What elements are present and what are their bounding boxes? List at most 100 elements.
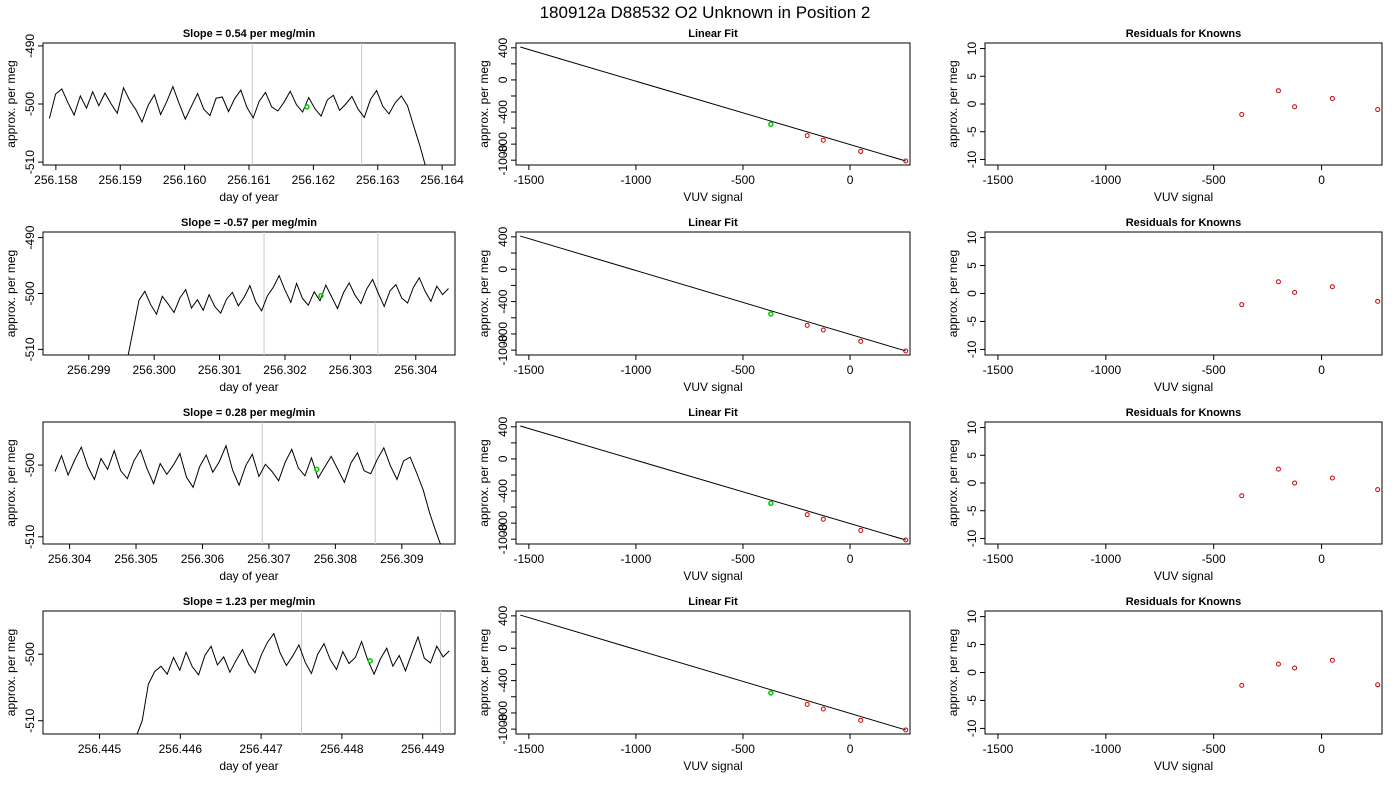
y-tick-label: -400 — [496, 479, 510, 503]
x-axis-label: day of year — [219, 380, 278, 394]
panel-title: Linear Fit — [688, 28, 738, 40]
series-line — [136, 632, 450, 734]
y-tick-label: 5 — [965, 73, 979, 80]
x-axis-label: day of year — [219, 569, 278, 583]
y-tick-label: 5 — [965, 452, 979, 459]
x-tick-label: 256.161 — [227, 173, 271, 187]
known-point — [820, 327, 826, 333]
x-tick-label: 0 — [1318, 742, 1325, 756]
unknown-point — [314, 466, 320, 473]
known-point — [858, 148, 864, 154]
known-point — [804, 512, 810, 518]
series-line — [54, 444, 441, 544]
y-tick-label: -10 — [965, 719, 979, 737]
y-tick-label: 0 — [965, 100, 979, 107]
unknown-point — [367, 658, 373, 664]
y-tick-label: -10 — [965, 150, 979, 168]
y-axis-label: approx. per meg — [4, 629, 18, 716]
x-tick-label: -500 — [731, 552, 755, 566]
panel-1-2: Slope = -0.57 per meg/min 256.299 256.300 2… — [4, 217, 456, 394]
panel-1-1: Slope = 0.54 per meg/min 256.158 256.159 25… — [4, 28, 464, 204]
x-tick-label: 256.159 — [99, 173, 143, 187]
y-tick-label: -5 — [965, 695, 979, 706]
plot-frame — [984, 42, 1383, 166]
y-tick-label: -1000 — [496, 334, 510, 365]
x-tick-label: 0 — [847, 552, 854, 566]
x-tick-label: -500 — [1202, 363, 1226, 377]
y-axis-label: approx. per meg — [946, 60, 960, 147]
plot-frame — [42, 421, 456, 545]
x-tick-label: 256.299 — [67, 363, 111, 377]
y-tick-label: -10 — [965, 529, 979, 547]
y-axis-label: approx. per meg — [477, 250, 491, 337]
x-tick-label: 256.446 — [159, 742, 203, 756]
x-tick-label: 0 — [1318, 552, 1325, 566]
plot-frame — [984, 231, 1383, 356]
x-axis-label: VUV signal — [1154, 380, 1213, 394]
fit-line — [520, 46, 906, 162]
y-tick-label: -500 — [23, 642, 37, 666]
y-tick-label: 5 — [965, 641, 979, 648]
y-tick-label: -1000 — [496, 713, 510, 744]
residual-point — [1329, 95, 1335, 101]
known-point — [858, 717, 864, 723]
x-tick-label: 256.309 — [380, 552, 424, 566]
x-tick-label: -1500 — [983, 173, 1014, 187]
unknown-point — [768, 311, 774, 317]
x-tick-label: 256.164 — [420, 173, 464, 187]
panel-2-4: Linear Fit-1500 -1000 -500 0-1000-800-40004… — [477, 596, 911, 773]
x-axis-label: VUV signal — [1154, 759, 1213, 773]
plot-frame — [42, 610, 456, 735]
fit-line — [520, 614, 906, 731]
y-axis-label: approx. per meg — [946, 629, 960, 716]
unknown-point — [318, 292, 324, 299]
residual-point — [1375, 682, 1381, 688]
series-line — [48, 85, 426, 165]
panel-2-1: Linear Fit-1500 -1000 -500 0-1000-800-40004… — [477, 28, 911, 204]
y-tick-label: 10 — [965, 42, 979, 56]
x-tick-label: 0 — [847, 363, 854, 377]
x-tick-label: -1000 — [1090, 363, 1121, 377]
y-tick-label: -5 — [965, 126, 979, 137]
x-tick-label: -1500 — [513, 742, 544, 756]
x-tick-label: 256.304 — [394, 363, 438, 377]
panel-2-3: Linear Fit-1500 -1000 -500 0-1000-800-40004… — [477, 407, 911, 583]
x-tick-label: -1000 — [1090, 742, 1121, 756]
y-tick-label: 0 — [965, 669, 979, 676]
y-axis-label: approx. per meg — [946, 250, 960, 337]
x-tick-label: 256.448 — [320, 742, 364, 756]
series-line — [127, 274, 449, 355]
x-axis-label: VUV signal — [683, 759, 742, 773]
x-tick-label: -500 — [1202, 742, 1226, 756]
known-point — [820, 137, 826, 143]
x-axis-label: day of year — [219, 190, 278, 204]
residual-point — [1375, 487, 1381, 493]
residual-point — [1275, 466, 1281, 472]
x-tick-label: -1500 — [983, 363, 1014, 377]
x-tick-label: -1000 — [621, 742, 652, 756]
fit-line — [520, 425, 906, 541]
panel-title: Linear Fit — [688, 217, 738, 229]
y-tick-label: -5 — [965, 316, 979, 327]
fit-line — [520, 235, 906, 352]
x-tick-label: -1500 — [513, 173, 544, 187]
y-tick-label: 0 — [965, 479, 979, 486]
residual-point — [1375, 107, 1381, 113]
x-tick-label: 256.305 — [114, 552, 158, 566]
y-tick-label: -10 — [965, 340, 979, 358]
known-point — [858, 338, 864, 344]
unknown-point — [768, 690, 774, 696]
y-tick-label: -510 — [23, 708, 37, 732]
x-tick-label: -500 — [731, 173, 755, 187]
plot-frame — [515, 610, 911, 735]
x-tick-label: -1000 — [621, 173, 652, 187]
panel-title: Residuals for Knowns — [1126, 217, 1242, 229]
x-tick-label: -1500 — [513, 552, 544, 566]
residual-point — [1292, 665, 1298, 671]
residual-point — [1329, 657, 1335, 663]
y-tick-label: 0 — [496, 76, 510, 83]
x-tick-label: 0 — [1318, 173, 1325, 187]
x-tick-label: -1500 — [983, 552, 1014, 566]
panel-2-2: Linear Fit-1500 -1000 -500 0-1000-800-40004… — [477, 217, 911, 394]
y-tick-label: -800 — [496, 132, 510, 156]
